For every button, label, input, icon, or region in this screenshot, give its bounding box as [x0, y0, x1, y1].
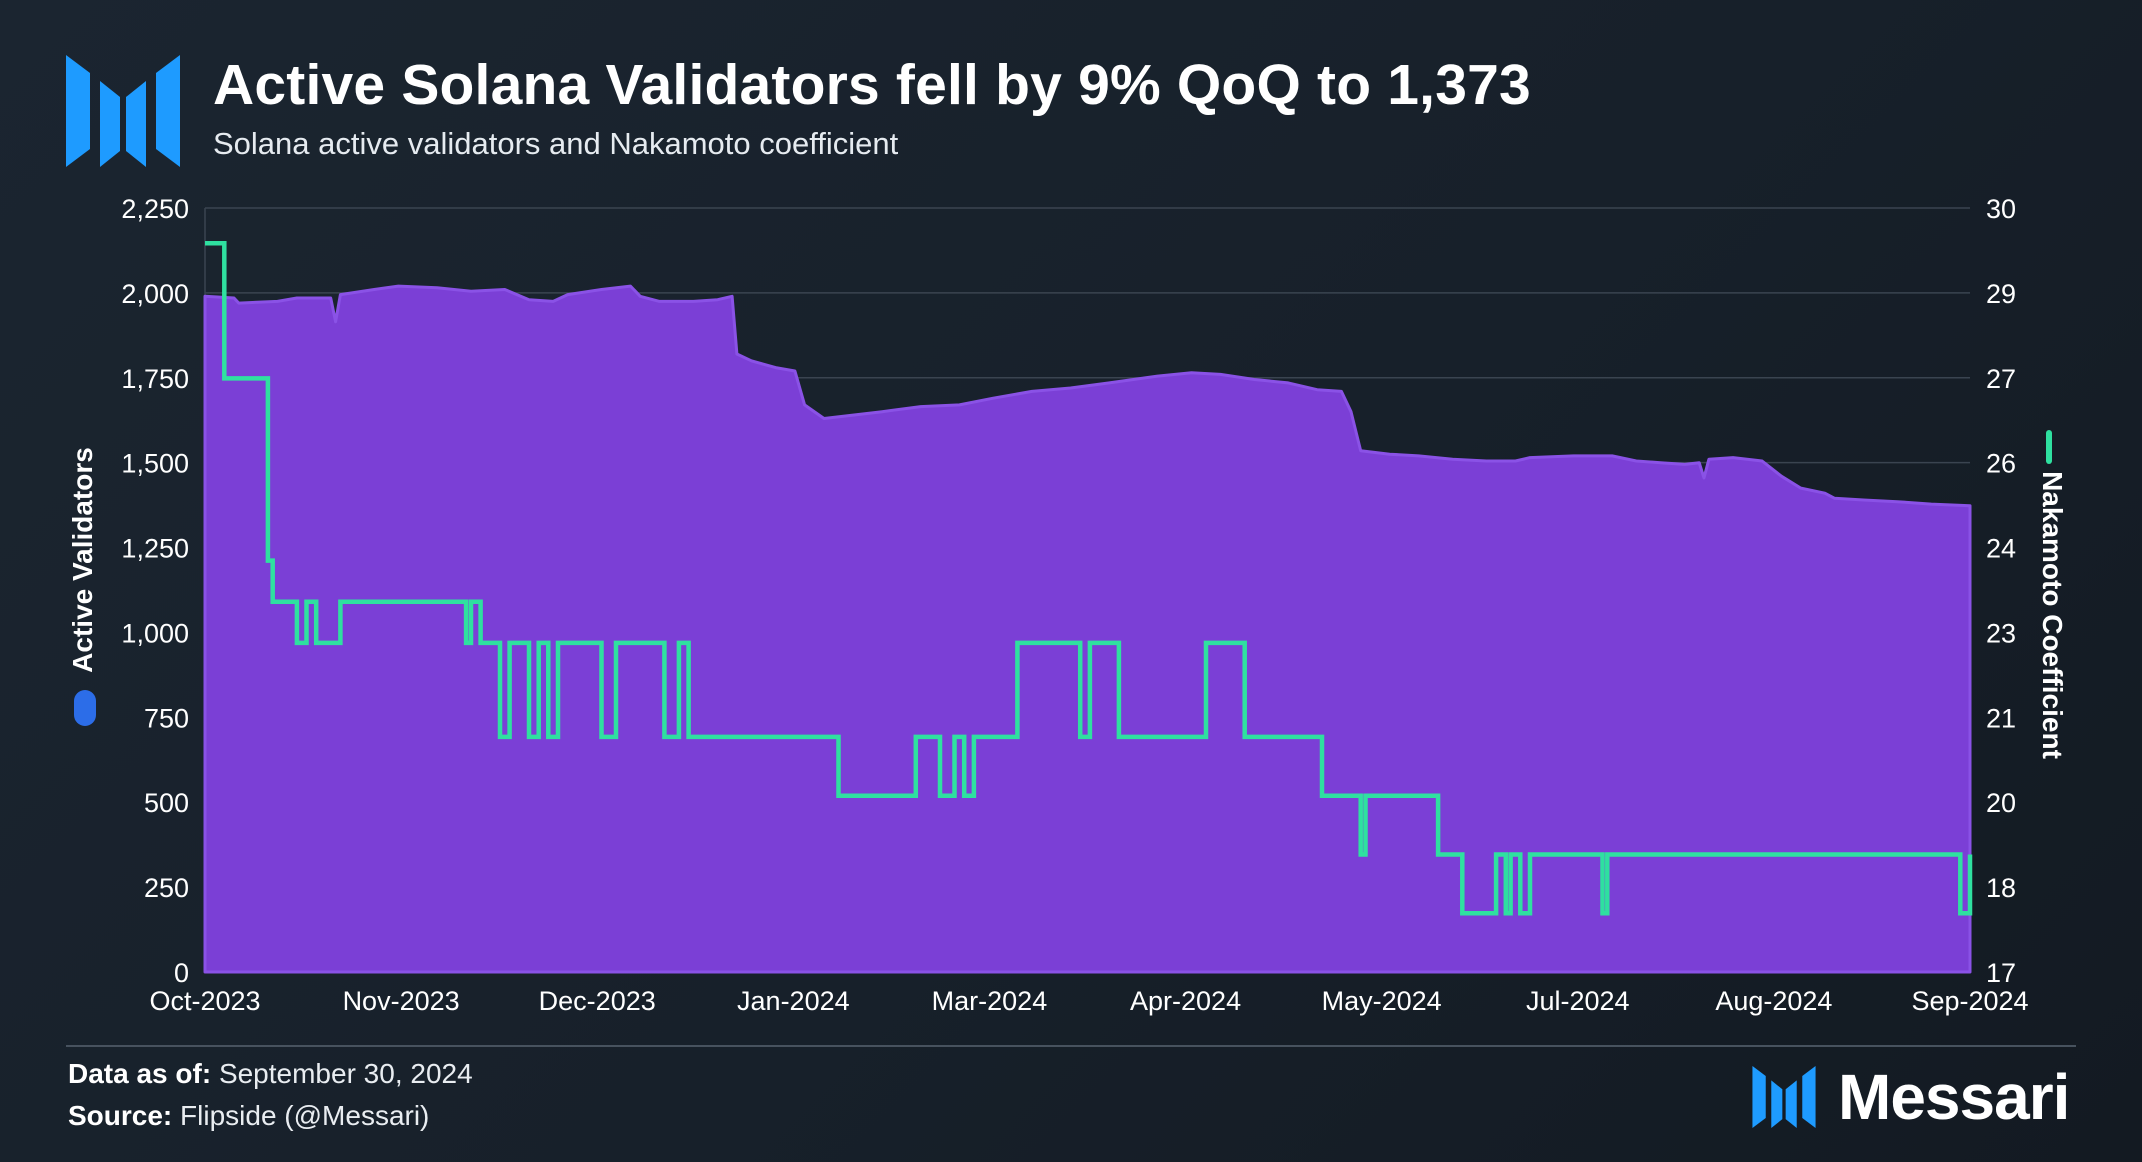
x-tick-label: Aug-2024: [1715, 986, 1832, 1016]
y-tick-label: 1,250: [121, 534, 189, 564]
nakamoto-line: [205, 241, 1973, 916]
y-tick-label: 1,000: [121, 618, 189, 648]
source: Source: Flipside (@Messari): [68, 1100, 429, 1132]
validators-area: [203, 284, 1972, 974]
x-tick-label: Apr-2024: [1130, 986, 1241, 1016]
y2-tick-label: 26: [1986, 449, 2016, 479]
right-axis-series-marker: [2046, 430, 2052, 464]
y-tick-label: 500: [144, 788, 189, 818]
x-tick-label: Jan-2024: [737, 986, 850, 1016]
x-tick-label: Mar-2024: [932, 986, 1048, 1016]
y-axis-label: Active Validators: [67, 447, 98, 673]
y2-axis-ticks: 17 18 20 21 23 24 26 27 29 30: [1986, 194, 2016, 988]
messari-logo-icon: [1752, 1066, 1816, 1128]
brand: Messari: [1752, 1061, 2070, 1133]
y-tick-label: 2,000: [121, 279, 189, 309]
data-as-of: Data as of: September 30, 2024: [68, 1058, 473, 1090]
y-tick-label: 750: [144, 703, 189, 733]
nakamoto-line-layer: [205, 241, 1973, 916]
x-tick-label: Nov-2023: [343, 986, 460, 1016]
y-axis-ticks: 0 250 500 750 1,000 1,250 1,500 1,750 2,000 2,250: [121, 194, 189, 988]
y2-tick-label: 27: [1986, 364, 2016, 394]
x-tick-label: May-2024: [1322, 986, 1442, 1016]
y2-tick-label: 18: [1986, 873, 2016, 903]
left-axis-series-marker: [74, 690, 96, 726]
y-tick-label: 2,250: [121, 194, 189, 224]
messari-logo-icon: [66, 55, 180, 167]
y-tick-label: 0: [174, 958, 189, 988]
y-tick-label: 1,750: [121, 364, 189, 394]
y2-axis-label: Nakamoto Coefficient: [2037, 471, 2068, 759]
validators-area-layer: [203, 284, 1972, 974]
data-as-of-label: Data as of:: [68, 1058, 212, 1089]
y2-tick-label: 20: [1986, 788, 2016, 818]
source-label: Source:: [68, 1100, 173, 1131]
chart-subtitle: Solana active validators and Nakamoto co…: [213, 126, 899, 161]
y2-tick-label: 24: [1986, 534, 2016, 564]
x-tick-label: Oct-2023: [149, 986, 260, 1016]
chart-title: Active Solana Validators fell by 9% QoQ …: [213, 53, 1531, 117]
x-axis-ticks: Oct-2023 Nov-2023 Dec-2023 Jan-2024 Mar-2024…: [149, 986, 2028, 1016]
y2-tick-label: 17: [1986, 958, 2016, 988]
footer-divider: [66, 1045, 2076, 1047]
x-tick-label: Sep-2024: [1911, 986, 2028, 1016]
y2-tick-label: 30: [1986, 194, 2016, 224]
y-tick-label: 1,500: [121, 449, 189, 479]
source-value: Flipside (@Messari): [180, 1100, 430, 1131]
y2-tick-label: 23: [1986, 618, 2016, 648]
y2-tick-label: 29: [1986, 279, 2016, 309]
y-tick-label: 250: [144, 873, 189, 903]
x-tick-label: Jul-2024: [1526, 986, 1630, 1016]
data-as-of-value: September 30, 2024: [218, 1058, 473, 1089]
brand-name: Messari: [1838, 1061, 2070, 1133]
y2-tick-label: 21: [1986, 703, 2016, 733]
x-tick-label: Dec-2023: [539, 986, 656, 1016]
